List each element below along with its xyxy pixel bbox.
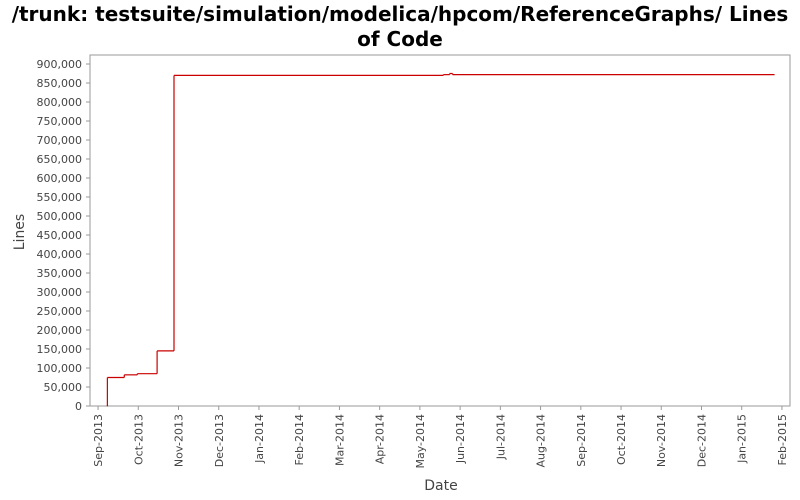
y-tick-label: 800,000: [37, 96, 83, 109]
y-tick-label: 550,000: [37, 191, 83, 204]
y-tick-label: 0: [75, 400, 82, 413]
x-tick-label: Dec-2013: [213, 414, 226, 467]
x-tick-label: Nov-2014: [655, 414, 668, 467]
y-tick-label: 400,000: [37, 248, 83, 261]
y-tick-label: 300,000: [37, 286, 83, 299]
y-tick-label: 650,000: [37, 153, 83, 166]
y-tick-label: 350,000: [37, 267, 83, 280]
x-tick-label: Aug-2014: [535, 414, 548, 467]
y-tick-label: 600,000: [37, 172, 83, 185]
x-tick-label: Oct-2014: [615, 414, 628, 465]
x-tick-label: Jul-2014: [494, 414, 507, 460]
x-tick-label: Apr-2014: [374, 414, 387, 464]
x-tick-label: Sep-2014: [575, 414, 588, 467]
y-tick-label: 450,000: [37, 229, 83, 242]
y-tick-label: 250,000: [37, 305, 83, 318]
y-tick-label: 150,000: [37, 343, 83, 356]
y-tick-label: 50,000: [44, 381, 83, 394]
x-tick-label: Jan-2014: [253, 414, 266, 464]
x-tick-label: Jun-2014: [454, 414, 467, 464]
x-tick-label: May-2014: [414, 414, 427, 469]
y-tick-label: 500,000: [37, 210, 83, 223]
y-tick-label: 900,000: [37, 58, 83, 71]
y-axis-title: Lines: [12, 214, 28, 250]
x-tick-label: Mar-2014: [333, 414, 346, 466]
y-tick-label: 700,000: [37, 134, 83, 147]
x-tick-label: Sep-2013: [92, 414, 105, 467]
x-tick-label: Feb-2015: [776, 414, 789, 465]
x-tick-label: Oct-2013: [132, 414, 145, 465]
y-tick-label: 100,000: [37, 362, 83, 375]
y-tick-label: 200,000: [37, 324, 83, 337]
y-tick-label: 750,000: [37, 115, 83, 128]
chart-title: /trunk: testsuite/simulation/modelica/hp…: [11, 2, 789, 51]
x-tick-label: Feb-2014: [293, 414, 306, 465]
x-tick-label: Jan-2015: [736, 414, 749, 464]
y-tick-label: 850,000: [37, 77, 83, 90]
x-tick-label: Dec-2014: [696, 414, 709, 467]
x-axis-title: Date: [424, 478, 457, 494]
x-tick-label: Nov-2013: [172, 414, 185, 467]
plot-area: [89, 54, 791, 407]
